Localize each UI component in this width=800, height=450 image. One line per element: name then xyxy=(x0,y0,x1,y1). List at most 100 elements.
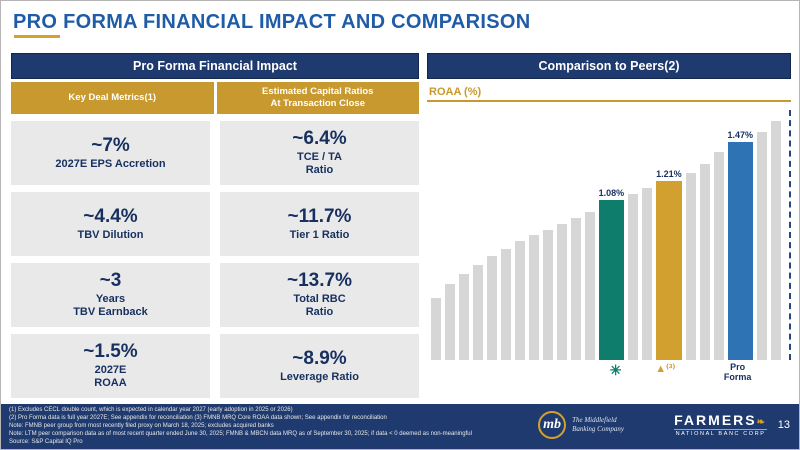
footnote: Note: FMNB peer group from most recently… xyxy=(9,422,274,429)
bar-column: 1.21% xyxy=(656,108,682,360)
bar-pro_forma xyxy=(727,142,754,360)
bar-peer xyxy=(628,193,639,360)
bar-fmnb xyxy=(656,180,682,360)
metric-value: ~1.5% xyxy=(83,341,138,363)
bar-column xyxy=(771,108,781,360)
marker-empty xyxy=(431,363,442,387)
metric-value: ~6.4% xyxy=(292,128,347,150)
metric-value: ~7% xyxy=(91,134,130,156)
bar-column xyxy=(458,108,469,360)
pro-forma-impact-panel: Pro Forma Financial Impact Key Deal Metr… xyxy=(11,53,419,398)
metric-value: ~13.7% xyxy=(287,270,352,292)
metric-row: ~4.4% TBV Dilution ~11.7% Tier 1 Ratio xyxy=(11,191,419,256)
farmers-logo-name: FARMERS❧ xyxy=(674,412,767,428)
marker-empty xyxy=(520,363,531,387)
bar-column xyxy=(486,108,497,360)
footer-band: (1) Excludes CECL double count, which is… xyxy=(1,404,799,449)
marker-empty xyxy=(535,363,546,387)
pro-forma-impact-header: Pro Forma Financial Impact xyxy=(11,53,419,79)
peer-comparison-panel: Comparison to Peers(2) ROAA (%) 1.08% 1.2… xyxy=(427,53,791,387)
bar-column: 1.08% xyxy=(598,108,625,360)
marker-empty xyxy=(491,363,502,387)
marker-empty xyxy=(476,363,487,387)
page-title: PRO FORMA FINANCIAL IMPACT AND COMPARISO… xyxy=(13,11,531,33)
column-headers: Key Deal Metrics(1) Estimated Capital Ra… xyxy=(11,82,419,114)
bar-peer xyxy=(556,223,567,360)
marker-empty xyxy=(550,363,561,387)
chart-bars: 1.08% 1.21% 1.47% xyxy=(431,108,781,360)
bar-column xyxy=(685,108,696,360)
metric-row: ~7% 2027E EPS Accretion ~6.4% TCE / TA Rati… xyxy=(11,120,419,185)
bar-peer xyxy=(486,256,497,360)
fmnb-logo-icon: ▲⁽³⁾ xyxy=(655,363,676,375)
bar-peer xyxy=(757,131,768,360)
bar-peer xyxy=(713,152,724,360)
bar-peer xyxy=(444,284,455,360)
mbcn-logo-icon: ✳ xyxy=(609,362,622,378)
bar-peer xyxy=(458,274,469,360)
metric-value: ~11.7% xyxy=(287,205,352,227)
metric-cell: ~8.9% Leverage Ratio xyxy=(220,333,419,398)
footnote: (2) Pro Forma data is full year 2027E; S… xyxy=(9,414,387,421)
footnote: (1) Excludes CECL double count, which is… xyxy=(9,407,293,413)
metric-label: Leverage Ratio xyxy=(280,370,359,383)
bar-column xyxy=(584,108,595,360)
metric-label: Tier 1 Ratio xyxy=(289,228,350,241)
bar-column xyxy=(757,108,768,360)
metric-cell: ~3 Years TBV Earnback xyxy=(11,262,210,327)
metric-label: 2027E ROAA xyxy=(94,363,127,390)
farmers-leaf-icon: ❧ xyxy=(756,417,767,428)
bar-column xyxy=(556,108,567,360)
bar-column xyxy=(713,108,724,360)
farmers-wordmark: FARMERS xyxy=(674,412,757,428)
farmers-logo-subtitle: NATIONAL BANC CORP xyxy=(674,429,767,437)
bar-peer xyxy=(685,173,696,360)
axis-label-rule xyxy=(427,100,791,102)
bar-column xyxy=(514,108,525,360)
footnote: Source: S&P Capital IQ Pro xyxy=(9,438,83,445)
metric-cell: ~1.5% 2027E ROAA xyxy=(11,333,210,398)
bar-peer xyxy=(528,235,539,360)
bar-peer xyxy=(514,241,525,360)
middlefield-logo: mb The Middlefield Banking Company xyxy=(538,411,624,439)
bar-column xyxy=(542,108,553,360)
bar-peer xyxy=(542,229,553,360)
metric-label: TBV Dilution xyxy=(77,228,144,241)
middlefield-logo-name: The Middlefield Banking Company xyxy=(572,416,624,433)
metric-value: ~8.9% xyxy=(292,347,347,369)
marker-empty xyxy=(625,363,636,387)
bar-value-label: 1.08% xyxy=(598,187,625,198)
title-accent-bar xyxy=(14,35,60,38)
marker-empty xyxy=(694,363,705,387)
metric-cell: ~11.7% Tier 1 Ratio xyxy=(220,191,419,256)
bar-value-label: 1.21% xyxy=(656,168,682,179)
bar-peer xyxy=(642,188,653,360)
marker-empty xyxy=(565,363,576,387)
bar-peer xyxy=(699,164,710,360)
metric-label: Years TBV Earnback xyxy=(73,292,148,319)
metric-row: ~1.5% 2027E ROAA ~8.9% Leverage Ratio xyxy=(11,333,419,398)
bar-peer xyxy=(431,297,441,360)
marker-empty xyxy=(679,363,690,387)
marker-empty xyxy=(595,363,606,387)
metric-cell: ~6.4% TCE / TA Ratio xyxy=(220,120,419,185)
bar-column xyxy=(642,108,653,360)
bar-column: 1.47% xyxy=(727,108,754,360)
marker-empty xyxy=(770,363,781,387)
bar-column xyxy=(472,108,483,360)
farmers-logo: FARMERS❧ NATIONAL BANC CORP xyxy=(674,412,767,437)
bar-peer xyxy=(500,248,511,360)
bar-column xyxy=(500,108,511,360)
bar-peer xyxy=(570,217,581,360)
chart-markers: ✳ ▲⁽³⁾ Pro Forma xyxy=(431,362,781,387)
bar-mbcn xyxy=(598,199,625,360)
metric-cell: ~7% 2027E EPS Accretion xyxy=(11,120,210,185)
metric-value: ~3 xyxy=(99,270,122,292)
footnote: Note: LTM peer comparison data as of mos… xyxy=(9,430,472,437)
marker-empty xyxy=(461,363,472,387)
chart-axis-label: ROAA (%) xyxy=(429,86,482,98)
marker-empty xyxy=(580,363,591,387)
bar-peer xyxy=(771,121,781,360)
peer-comparison-header: Comparison to Peers(2) xyxy=(427,53,791,79)
